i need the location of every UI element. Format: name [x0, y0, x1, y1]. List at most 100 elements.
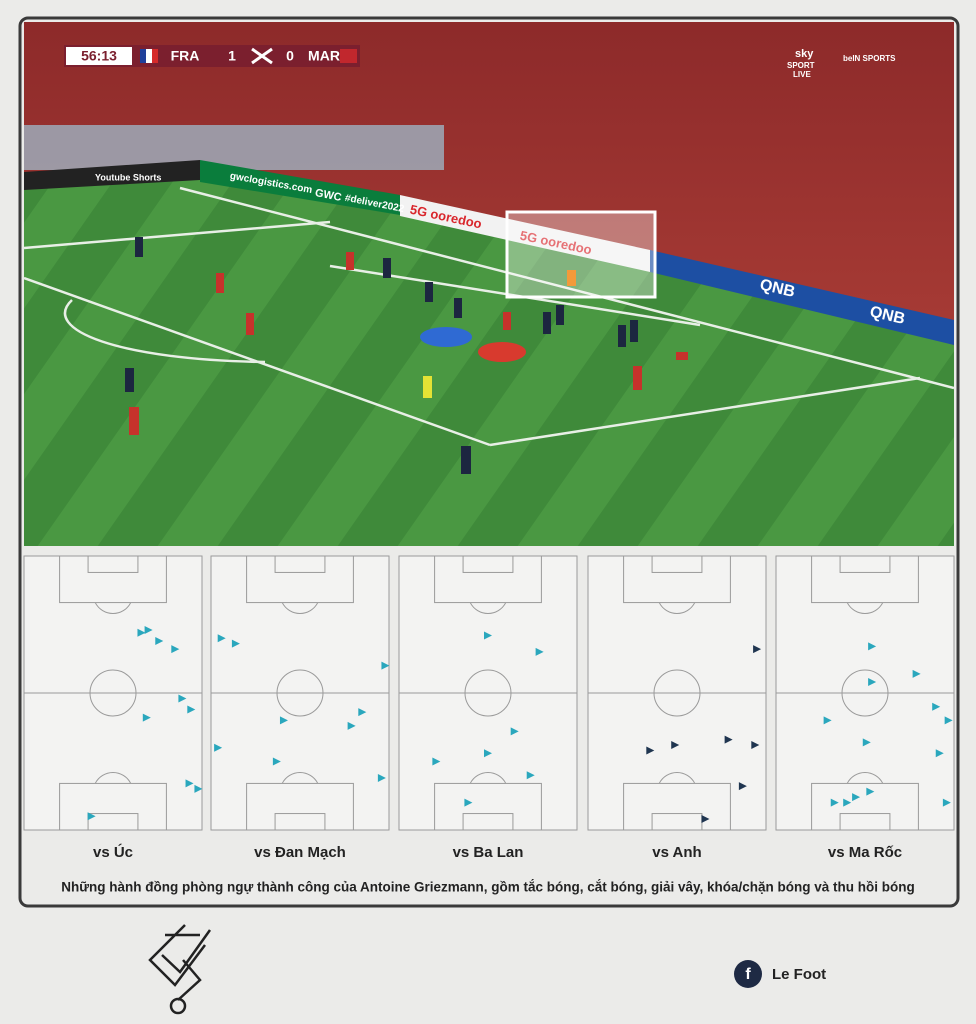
- defensive-action: [843, 798, 852, 807]
- defensive-action: [738, 782, 747, 791]
- penalty-arc: [281, 772, 319, 784]
- broadcaster-line: SPORT: [787, 61, 815, 70]
- defensive-action: [178, 694, 187, 703]
- defensive-action: [751, 741, 760, 750]
- home-team: FRA: [171, 48, 200, 64]
- ad-text: Youtube Shorts: [95, 172, 161, 182]
- match-photo: Youtube Shorts gwclogistics.com GWC #del…: [24, 22, 954, 546]
- defensive-action: [217, 634, 226, 643]
- clock: 56:13: [81, 48, 117, 64]
- six-yard-box: [651, 555, 703, 573]
- scoreboard: 56:13 FRA 1 0 MAR: [64, 45, 360, 67]
- pitch-panels: vs Úc vs Đan Mạch vs Ba Lan vs Anh vs Ma Rốc: [23, 555, 955, 861]
- broadcaster-line: LIVE: [793, 70, 811, 79]
- six-yard-box: [839, 555, 891, 573]
- pitch-markings: [210, 555, 390, 831]
- defensive-action: [646, 746, 655, 755]
- pitch-markings: [775, 555, 955, 831]
- panel-label: vs Ma Rốc: [828, 844, 902, 861]
- penalty-arc: [469, 602, 507, 614]
- six-yard-box: [462, 813, 514, 831]
- six-yard-box: [274, 555, 326, 573]
- panel-label: vs Úc: [93, 843, 133, 861]
- defensive-action: [868, 678, 877, 687]
- away-team: MAR: [308, 48, 340, 64]
- pitch-panel: vs Ma Rốc: [775, 555, 955, 861]
- defensive-action: [932, 702, 941, 711]
- home-score: 1: [228, 48, 236, 64]
- defensive-action: [671, 741, 680, 750]
- pitch-lines: [24, 186, 954, 447]
- facebook-glyph: f: [745, 966, 751, 983]
- defensive-action: [87, 812, 96, 821]
- penalty-arc: [846, 602, 884, 614]
- center-circle: [841, 669, 889, 717]
- panel-label: vs Anh: [652, 844, 701, 861]
- defensive-action: [187, 705, 196, 714]
- ad-board: [24, 160, 200, 190]
- ad-text: GWC: [314, 187, 343, 204]
- defensive-action: [830, 798, 839, 807]
- defensive-action: [823, 716, 832, 725]
- pitch-markings: [398, 555, 578, 831]
- panel-label: vs Ba Lan: [453, 844, 524, 861]
- pitch-panel: vs Anh: [587, 555, 767, 861]
- highlight-red: [478, 342, 526, 362]
- defensive-action: [214, 743, 223, 752]
- defensive-action: [155, 636, 164, 645]
- broadcaster-partner: beIN SPORTS: [843, 54, 896, 63]
- defensive-action: [942, 798, 951, 807]
- center-circle: [89, 669, 137, 717]
- defensive-action: [137, 628, 146, 637]
- six-yard-box: [462, 555, 514, 573]
- ad-board: [400, 195, 650, 272]
- facebook-icon: [734, 960, 762, 988]
- penalty-arc: [846, 772, 884, 784]
- defensive-action: [944, 716, 953, 725]
- defensive-action: [144, 625, 153, 634]
- six-yard-box: [87, 813, 139, 831]
- pitch-panel: vs Úc: [23, 555, 203, 861]
- defensive-action: [912, 669, 921, 678]
- six-yard-box: [87, 555, 139, 573]
- defensive-action: [142, 713, 151, 722]
- defensive-action: [862, 738, 871, 747]
- defensive-action: [484, 631, 492, 640]
- defensive-action: [535, 647, 544, 656]
- away-score: 0: [286, 48, 294, 64]
- defensive-action: [381, 661, 390, 670]
- defensive-action: [868, 642, 877, 651]
- defensive-action: [484, 749, 492, 758]
- brand-name: Le Foot: [772, 966, 826, 983]
- players: [125, 237, 688, 474]
- defensive-action: [753, 645, 762, 654]
- defensive-action: [171, 645, 180, 654]
- defensive-action: [866, 787, 875, 796]
- defensive-action: [231, 639, 240, 648]
- penalty-arc: [94, 602, 132, 614]
- penalty-arc: [281, 602, 319, 614]
- defensive-action: [510, 727, 519, 736]
- penalty-arc: [94, 772, 132, 784]
- center-circle: [276, 669, 324, 717]
- defensive-action: [194, 784, 203, 793]
- panel-label: vs Đan Mạch: [254, 844, 346, 861]
- defensive-action: [347, 721, 356, 730]
- pitch-markings: [23, 555, 203, 831]
- defensive-action: [852, 793, 861, 802]
- defensive-action: [724, 735, 733, 744]
- defensive-action: [358, 708, 367, 717]
- penalty-arc: [658, 772, 696, 784]
- defensive-action: [935, 749, 944, 758]
- center-circle: [464, 669, 512, 717]
- defensive-action: [526, 771, 535, 780]
- pitch-markings: [587, 555, 767, 831]
- broadcaster-name: sky: [795, 48, 814, 60]
- six-yard-box: [274, 813, 326, 831]
- defensive-action: [279, 716, 288, 725]
- defensive-action: [701, 815, 710, 824]
- penalty-arc: [658, 602, 696, 614]
- defensive-action: [272, 757, 281, 766]
- pitch-panel: vs Đan Mạch: [210, 555, 390, 861]
